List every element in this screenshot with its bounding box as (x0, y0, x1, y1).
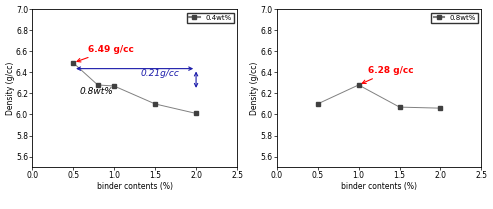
Legend: 0.8wt%: 0.8wt% (431, 13, 478, 23)
Legend: 0.4wt%: 0.4wt% (187, 13, 234, 23)
X-axis label: binder contents (%): binder contents (%) (97, 182, 173, 191)
Text: 6.49 g/cc: 6.49 g/cc (77, 45, 134, 62)
Text: 6.28 g/cc: 6.28 g/cc (362, 66, 414, 83)
Y-axis label: Density (g/cc): Density (g/cc) (5, 61, 15, 115)
Text: 0.8wt%: 0.8wt% (80, 87, 113, 96)
Y-axis label: Density (g/cc): Density (g/cc) (250, 61, 259, 115)
Text: 0.21g/cc: 0.21g/cc (141, 69, 179, 78)
X-axis label: binder contents (%): binder contents (%) (341, 182, 417, 191)
